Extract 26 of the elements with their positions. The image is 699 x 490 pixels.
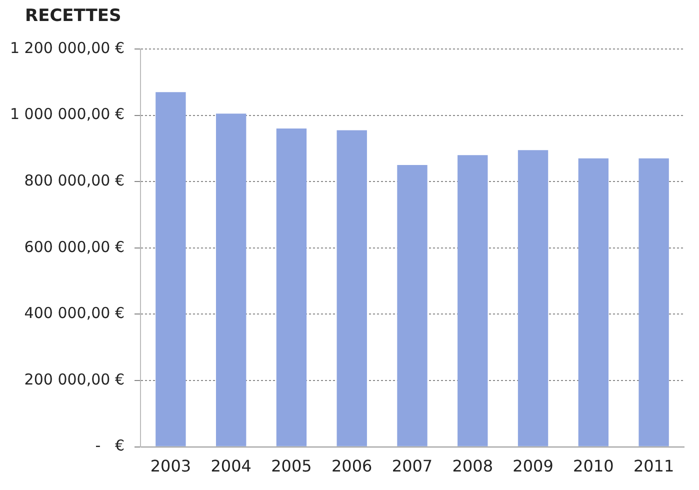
bar	[578, 158, 609, 446]
bar	[638, 158, 669, 446]
x-tick-label: 2006	[332, 456, 372, 476]
chart-title: RECETTES	[25, 6, 122, 26]
x-tick-label: 2003	[150, 456, 192, 476]
x-tick-label: 2007	[392, 456, 433, 476]
x-tick-label: 2004	[210, 456, 252, 476]
bar	[458, 155, 488, 446]
x-tick-label: 2009	[512, 456, 554, 476]
x-tick-label: 2010	[573, 456, 614, 476]
x-tick-label: 2011	[633, 456, 674, 476]
bar	[216, 114, 246, 446]
bar	[276, 128, 307, 446]
bar	[156, 92, 186, 446]
y-tick-label: 800 000,00 €	[24, 171, 125, 190]
y-tick-label: 600 000,00 €	[24, 238, 125, 256]
x-tick-label: 2008	[452, 456, 493, 476]
y-tick-label: - €	[95, 436, 125, 455]
y-tick-label: 200 000,00 €	[24, 370, 125, 388]
y-tick-label: 1 200 000,00 €	[10, 38, 125, 57]
x-tick-label: 2005	[271, 456, 312, 476]
y-tick-label: 1 000 000,00 €	[10, 105, 125, 124]
bar	[336, 130, 367, 446]
bar	[397, 165, 428, 446]
bar	[518, 150, 548, 446]
y-tick-label: 400 000,00 €	[24, 304, 125, 322]
